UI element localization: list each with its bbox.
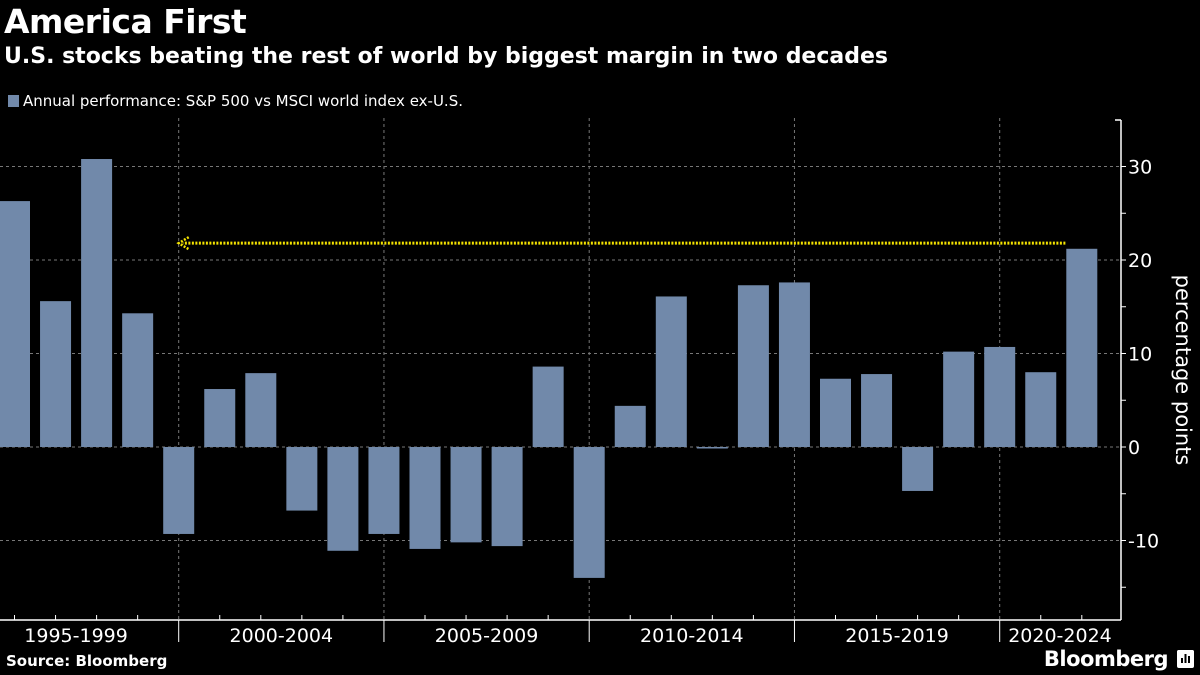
y-tick-label: 20 [1128, 250, 1152, 272]
legend: Annual performance: S&P 500 vs MSCI worl… [8, 92, 463, 110]
bar-2020 [1025, 372, 1057, 447]
bar-2017 [902, 447, 934, 491]
bar-2000 [204, 389, 236, 447]
y-tick-label: 30 [1128, 157, 1152, 179]
axes: -10 0 10 20 30 percentage points 1995-1999 2000… [0, 119, 1195, 647]
bar-2006 [450, 447, 482, 543]
bar-2013 [737, 285, 769, 447]
y-axis-label: percentage points [1171, 275, 1195, 466]
bar-2004 [368, 447, 400, 534]
annotation-arrowhead-icon [176, 236, 190, 251]
bloomberg-logo: Bloomberg [1043, 647, 1169, 671]
bars [0, 159, 1098, 578]
legend-swatch [8, 95, 19, 107]
annotations [176, 236, 1066, 251]
x-group-label: 2000-2004 [230, 625, 334, 647]
x-group-label: 2005-2009 [435, 625, 539, 647]
bar-2001 [245, 373, 277, 447]
y-tick-label: 0 [1128, 437, 1140, 459]
y-tick-label: 10 [1128, 344, 1152, 366]
x-group-label: 2020-2024 [1008, 625, 1112, 647]
bar-2019 [984, 346, 1016, 447]
bar-2010 [614, 405, 646, 447]
bar-1998 [122, 313, 154, 447]
bar-2005 [409, 447, 441, 549]
bar-1995 [0, 201, 30, 447]
bar-2015 [820, 378, 851, 447]
bar-1997 [81, 159, 113, 447]
bar-2012 [696, 447, 728, 449]
bar-2003 [327, 447, 359, 551]
bar-2016 [861, 374, 893, 447]
x-group-label: 1995-1999 [24, 625, 128, 647]
bar-1996 [40, 301, 72, 447]
bar-2007 [491, 447, 523, 547]
legend-label: Annual performance: S&P 500 vs MSCI worl… [23, 92, 463, 110]
source-note: Source: Bloomberg [6, 652, 168, 670]
x-group-label: 2015-2019 [845, 625, 949, 647]
chart-title: America First [4, 2, 247, 41]
bar-2018 [943, 351, 975, 447]
bar-2021 [1066, 248, 1098, 447]
y-tick-label: -10 [1128, 531, 1159, 553]
bar-1999 [163, 447, 195, 534]
chart-subtitle: U.S. stocks beating the rest of world by… [4, 44, 889, 69]
bar-2008 [532, 366, 564, 447]
bar-2002 [286, 447, 318, 511]
x-group-label: 2010-2014 [640, 625, 744, 647]
bar-2011 [655, 296, 687, 447]
bloomberg-chart-icon [1177, 650, 1194, 668]
bar-2014 [778, 282, 810, 447]
bar-2009 [573, 447, 605, 578]
